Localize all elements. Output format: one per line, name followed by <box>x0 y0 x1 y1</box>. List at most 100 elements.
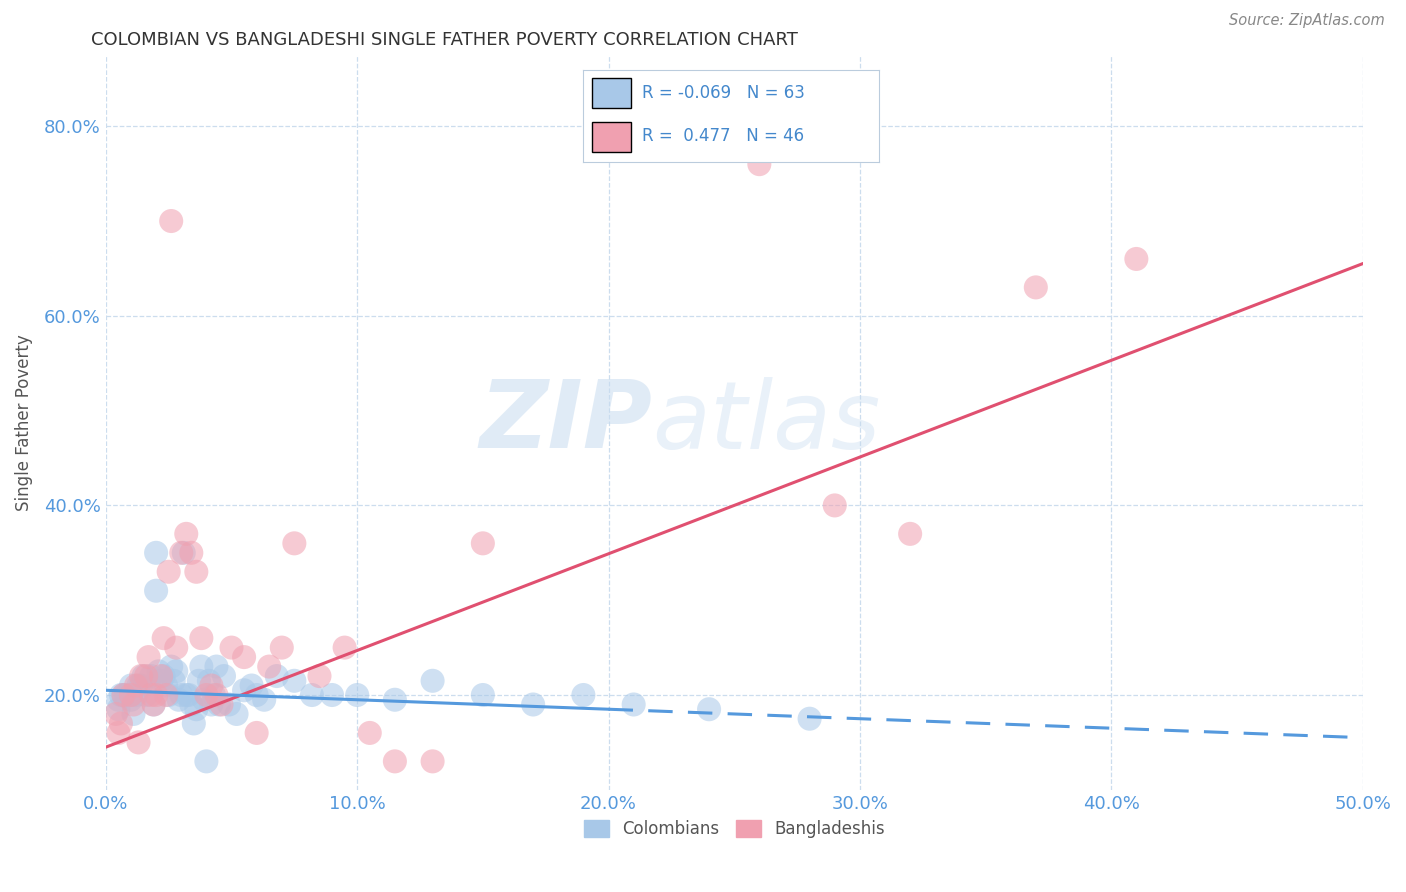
Text: COLOMBIAN VS BANGLADESHI SINGLE FATHER POVERTY CORRELATION CHART: COLOMBIAN VS BANGLADESHI SINGLE FATHER P… <box>91 31 799 49</box>
Point <box>174 526 197 541</box>
Point <box>173 546 195 560</box>
Point <box>205 688 228 702</box>
Point <box>190 659 212 673</box>
Point <box>246 688 269 702</box>
Point <box>257 659 280 673</box>
Point <box>301 688 323 702</box>
Point <box>160 214 183 228</box>
Point <box>183 716 205 731</box>
Point <box>225 706 247 721</box>
Point <box>128 679 150 693</box>
Point <box>195 688 218 702</box>
Point <box>211 698 233 712</box>
Point <box>200 698 222 712</box>
Point <box>359 726 381 740</box>
Point <box>107 726 129 740</box>
Point <box>157 565 180 579</box>
Point <box>384 692 406 706</box>
Text: Source: ZipAtlas.com: Source: ZipAtlas.com <box>1229 13 1385 29</box>
Point <box>135 669 157 683</box>
Point <box>125 679 148 693</box>
Point <box>112 688 135 702</box>
Point <box>174 688 197 702</box>
Point <box>110 688 132 702</box>
Point <box>107 692 129 706</box>
Point <box>112 688 135 702</box>
Point <box>165 640 187 655</box>
Point <box>623 698 645 712</box>
Point <box>135 688 157 702</box>
Point <box>120 688 142 702</box>
Point <box>145 583 167 598</box>
Point <box>187 673 209 688</box>
Point <box>115 688 138 702</box>
Point <box>193 692 215 706</box>
Point <box>195 755 218 769</box>
Point <box>697 702 720 716</box>
Point <box>150 669 173 683</box>
Point <box>205 659 228 673</box>
Point <box>150 673 173 688</box>
Point <box>152 669 174 683</box>
Point <box>120 692 142 706</box>
Point <box>186 565 208 579</box>
Point <box>799 712 821 726</box>
Point <box>167 692 190 706</box>
Point <box>384 755 406 769</box>
Legend: Colombians, Bangladeshis: Colombians, Bangladeshis <box>576 814 891 845</box>
Point <box>170 688 193 702</box>
Point <box>180 698 202 712</box>
Point <box>177 688 200 702</box>
Point <box>125 688 148 702</box>
Point <box>221 640 243 655</box>
Point <box>190 631 212 645</box>
Point <box>824 499 846 513</box>
Point <box>898 526 921 541</box>
Point <box>129 669 152 683</box>
Text: ZIP: ZIP <box>479 376 652 468</box>
Point <box>155 688 177 702</box>
Point <box>129 679 152 693</box>
Point <box>148 665 170 679</box>
Point <box>139 669 162 683</box>
Point <box>139 688 162 702</box>
Point <box>132 669 155 683</box>
Point <box>208 698 231 712</box>
Point <box>1025 280 1047 294</box>
Point <box>145 688 167 702</box>
Point <box>218 698 240 712</box>
Point <box>471 688 494 702</box>
Point <box>233 683 256 698</box>
Point <box>233 650 256 665</box>
Point <box>152 631 174 645</box>
Point <box>157 688 180 702</box>
Point <box>346 688 368 702</box>
Point <box>283 536 305 550</box>
Point <box>202 688 225 702</box>
Point <box>170 546 193 560</box>
Point <box>246 726 269 740</box>
Point <box>128 735 150 749</box>
Point <box>165 665 187 679</box>
Point <box>212 669 235 683</box>
Point <box>104 706 127 721</box>
Point <box>522 698 544 712</box>
Point <box>200 679 222 693</box>
Y-axis label: Single Father Poverty: Single Father Poverty <box>15 334 32 511</box>
Point <box>163 673 186 688</box>
Point <box>138 650 160 665</box>
Point <box>122 698 145 712</box>
Text: atlas: atlas <box>652 377 880 468</box>
Point <box>308 669 330 683</box>
Point <box>422 755 444 769</box>
Point <box>110 716 132 731</box>
Point <box>333 640 356 655</box>
Point <box>142 698 165 712</box>
Point <box>240 679 263 693</box>
Point <box>160 659 183 673</box>
Point <box>122 706 145 721</box>
Point <box>198 673 221 688</box>
Point <box>145 546 167 560</box>
Point <box>253 692 276 706</box>
Point <box>321 688 343 702</box>
